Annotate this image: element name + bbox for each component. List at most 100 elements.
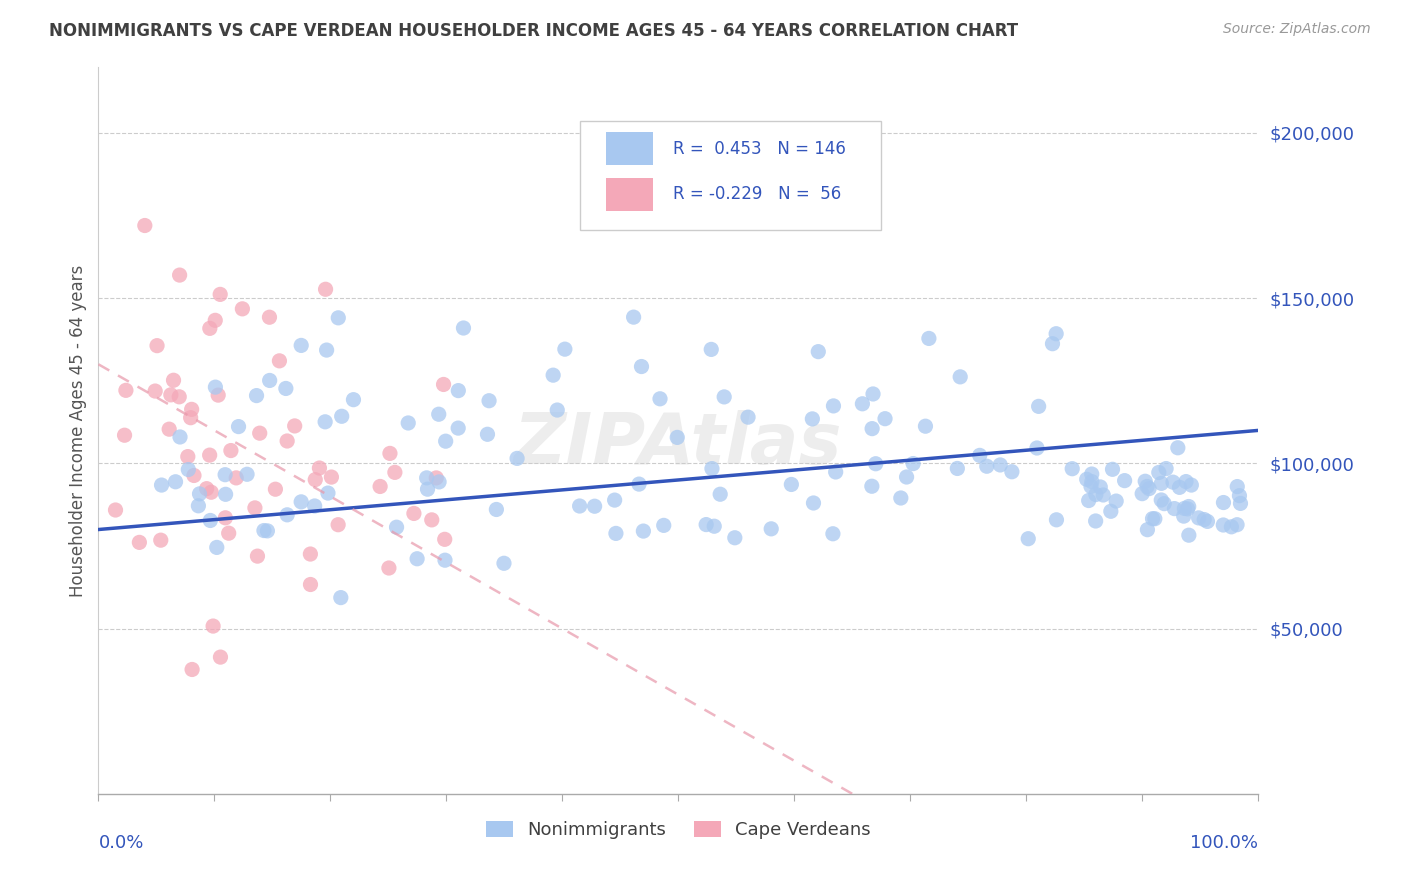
- Point: [321, 470, 343, 484]
- Point: [259, 310, 281, 325]
- Point: [1114, 474, 1136, 488]
- Point: [803, 496, 825, 510]
- Point: [427, 407, 450, 421]
- Point: [202, 619, 225, 633]
- Point: [1226, 517, 1249, 532]
- Point: [299, 547, 322, 561]
- Point: [630, 359, 652, 374]
- Point: [949, 369, 972, 384]
- Point: [198, 321, 221, 335]
- Point: [209, 287, 232, 301]
- Point: [485, 502, 508, 516]
- Point: [1077, 493, 1099, 508]
- Point: [214, 467, 236, 482]
- Point: [1090, 480, 1112, 494]
- Point: [169, 430, 191, 444]
- Point: [780, 477, 803, 491]
- Point: [807, 344, 830, 359]
- Point: [433, 533, 456, 547]
- Point: [873, 411, 896, 425]
- Point: [1001, 465, 1024, 479]
- Point: [204, 313, 226, 327]
- Point: [433, 553, 456, 567]
- Point: [427, 475, 450, 489]
- Point: [492, 556, 515, 570]
- Point: [761, 522, 783, 536]
- Point: [214, 511, 236, 525]
- Point: [554, 342, 576, 356]
- Point: [1212, 518, 1234, 533]
- Point: [1163, 501, 1185, 516]
- Point: [228, 419, 250, 434]
- Point: [1084, 514, 1107, 528]
- Point: [824, 465, 846, 479]
- Point: [276, 508, 298, 522]
- Point: [1167, 441, 1189, 455]
- Point: [1092, 488, 1115, 502]
- Point: [1226, 480, 1249, 494]
- Point: [243, 500, 266, 515]
- Point: [890, 491, 912, 505]
- Point: [478, 393, 501, 408]
- Point: [703, 519, 725, 533]
- Point: [249, 426, 271, 441]
- Point: [1137, 482, 1160, 496]
- Point: [1178, 528, 1201, 542]
- Point: [274, 381, 297, 395]
- Point: [276, 434, 298, 448]
- Point: [396, 416, 419, 430]
- Point: [700, 343, 723, 357]
- Point: [1150, 476, 1173, 491]
- Point: [207, 388, 229, 402]
- Point: [150, 478, 173, 492]
- Point: [236, 467, 259, 482]
- Point: [666, 430, 689, 444]
- Point: [157, 422, 180, 436]
- Point: [901, 457, 924, 471]
- Point: [1028, 400, 1050, 414]
- Point: [104, 503, 127, 517]
- Point: [183, 468, 205, 483]
- Point: [200, 485, 222, 500]
- Point: [546, 403, 568, 417]
- Point: [188, 487, 211, 501]
- Point: [308, 461, 330, 475]
- Point: [821, 526, 844, 541]
- Point: [506, 451, 529, 466]
- Point: [1143, 512, 1166, 526]
- Point: [218, 526, 240, 541]
- Point: [860, 422, 883, 436]
- Text: Source: ZipAtlas.com: Source: ZipAtlas.com: [1223, 22, 1371, 37]
- Point: [1076, 472, 1098, 486]
- Point: [1177, 500, 1199, 514]
- Point: [918, 331, 941, 345]
- Point: [420, 513, 443, 527]
- Point: [406, 551, 429, 566]
- Point: [1136, 523, 1159, 537]
- Point: [187, 499, 209, 513]
- Point: [896, 470, 918, 484]
- Point: [700, 461, 723, 475]
- Text: 0.0%: 0.0%: [98, 834, 143, 852]
- Point: [290, 495, 312, 509]
- Point: [231, 301, 253, 316]
- Point: [988, 458, 1011, 472]
- Point: [304, 499, 326, 513]
- Text: R =  0.453   N = 146: R = 0.453 N = 146: [672, 140, 845, 158]
- Point: [969, 449, 991, 463]
- Point: [264, 482, 287, 496]
- Point: [1084, 487, 1107, 501]
- Point: [1099, 504, 1122, 518]
- Point: [737, 410, 759, 425]
- Point: [1197, 515, 1219, 529]
- Point: [865, 457, 887, 471]
- Point: [316, 486, 339, 500]
- Text: R = -0.229   N =  56: R = -0.229 N = 56: [672, 186, 841, 203]
- Point: [384, 466, 406, 480]
- Point: [652, 518, 675, 533]
- Point: [1080, 479, 1102, 493]
- Point: [583, 500, 606, 514]
- Point: [1188, 511, 1211, 525]
- Point: [432, 377, 454, 392]
- Point: [181, 663, 204, 677]
